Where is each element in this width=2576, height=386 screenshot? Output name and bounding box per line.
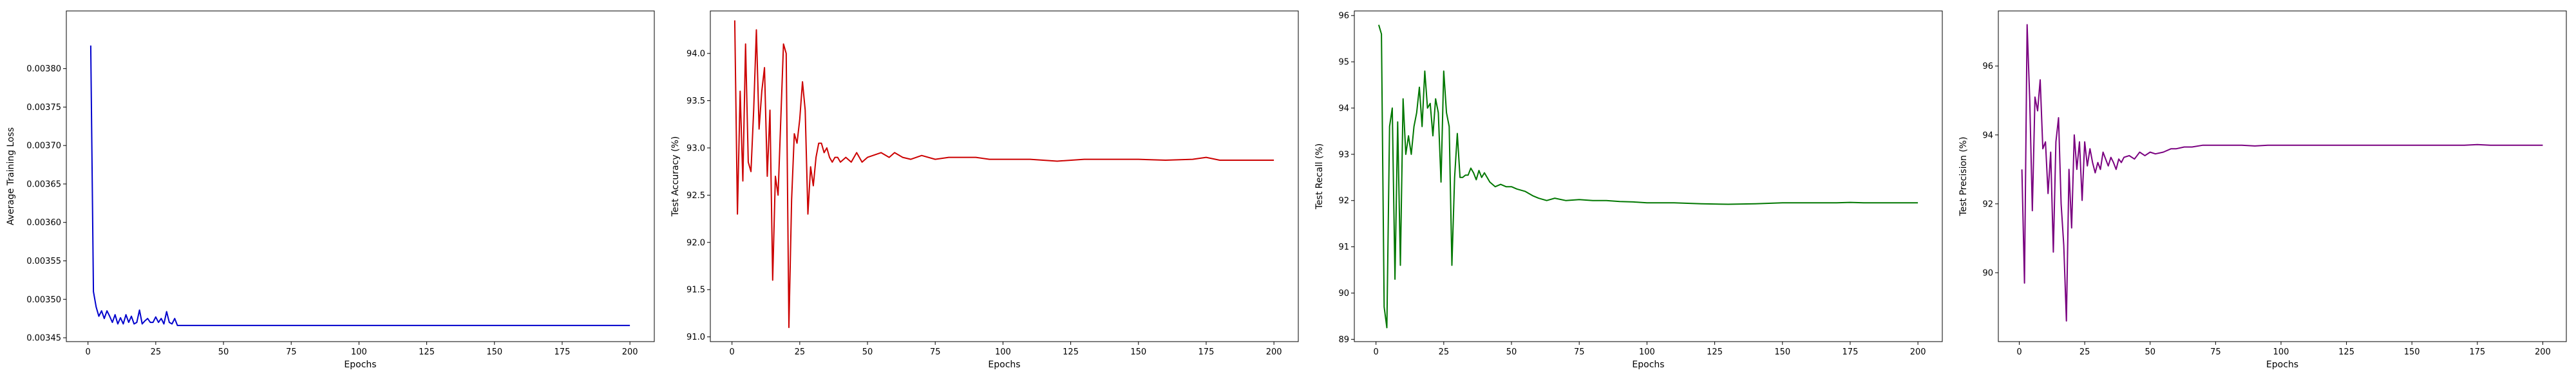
x-tick-label: 125 <box>419 347 435 357</box>
y-tick-label: 96 <box>1982 62 1993 71</box>
y-tick-label: 92 <box>1338 196 1349 206</box>
x-tick-label: 150 <box>486 347 502 357</box>
y-tick-label: 93.0 <box>687 143 705 153</box>
y-tick-label: 91.5 <box>687 286 705 295</box>
x-tick-label: 0 <box>1374 347 1379 357</box>
y-tick-label: 90 <box>1982 268 1993 278</box>
y-tick-label: 0.00345 <box>26 334 61 344</box>
y-tick-label: 94.0 <box>687 50 705 59</box>
y-tick-label: 92.0 <box>687 238 705 248</box>
x-tick-label: 200 <box>622 347 638 357</box>
y-tick-label: 0.00355 <box>26 257 61 266</box>
y-tick-label: 0.00370 <box>26 142 61 151</box>
y-tick-label: 89 <box>1338 335 1349 345</box>
x-tick-label: 50 <box>2145 347 2155 357</box>
x-tick-label: 175 <box>1198 347 1215 357</box>
series-line-1 <box>734 20 1274 328</box>
plot-frame <box>66 10 655 342</box>
x-tick-label: 175 <box>554 347 571 357</box>
y-tick-label: 94 <box>1982 131 1993 140</box>
x-tick-label: 25 <box>2079 347 2090 357</box>
x-tick-label: 150 <box>1130 347 1146 357</box>
x-tick-label: 25 <box>1439 347 1450 357</box>
plot-frame <box>1354 10 1943 342</box>
y-axis-label: Test Recall (%) <box>1314 143 1325 210</box>
chart-panel-4: 0 25 50 75 100 125 150 175 200 90 92 94 96 Epochs Test… <box>1958 10 2567 370</box>
x-tick-label: 25 <box>795 347 806 357</box>
x-tick-label: 125 <box>1063 347 1079 357</box>
chart-panel-1: 0 25 50 75 100 125 150 175 200 0.00345 0.00350 0.00… <box>6 10 655 370</box>
y-tick-label: 92 <box>1982 199 1993 209</box>
y-tick-label: 0.00380 <box>26 64 61 74</box>
series-line-1 <box>2021 24 2543 322</box>
plot-frame <box>1998 10 2567 342</box>
x-axis-label: Epochs <box>344 360 376 370</box>
y-tick-label: 0.00375 <box>26 103 61 113</box>
y-tick-label: 93.5 <box>687 96 705 106</box>
series-line-1 <box>90 45 630 326</box>
x-axis-label: Epochs <box>1632 360 1664 370</box>
x-tick-label: 0 <box>2016 347 2022 357</box>
x-tick-label: 100 <box>351 347 367 357</box>
x-tick-label: 175 <box>2469 347 2485 357</box>
x-tick-label: 75 <box>2210 347 2221 357</box>
x-tick-label: 125 <box>1707 347 1723 357</box>
y-tick-label: 0.00365 <box>26 179 61 189</box>
x-tick-label: 75 <box>286 347 297 357</box>
y-tick-label: 90 <box>1338 289 1349 299</box>
x-tick-label: 100 <box>1639 347 1655 357</box>
x-tick-label: 200 <box>2535 347 2551 357</box>
x-axis-label: Epochs <box>988 360 1020 370</box>
chart-panel-3: 0 25 50 75 100 125 150 175 200 89 90 91 92 93 94 95 96 Ep… <box>1314 10 1943 370</box>
y-tick-label: 0.00360 <box>26 218 61 228</box>
y-tick-label: 95 <box>1338 58 1349 68</box>
x-tick-label: 50 <box>1506 347 1517 357</box>
x-tick-label: 200 <box>1266 347 1282 357</box>
y-tick-label: 91.0 <box>687 333 705 342</box>
y-axis-label: Test Accuracy (%) <box>670 136 681 217</box>
x-tick-label: 75 <box>930 347 941 357</box>
y-tick-label: 96 <box>1338 12 1349 21</box>
x-tick-label: 75 <box>1574 347 1585 357</box>
x-tick-label: 175 <box>1842 347 1859 357</box>
y-axis-label: Average Training Loss <box>6 127 16 225</box>
y-axis-label: Test Precision (%) <box>1958 136 1969 216</box>
x-tick-label: 0 <box>86 347 91 357</box>
y-tick-label: 93 <box>1338 150 1349 160</box>
y-tick-label: 0.00350 <box>26 295 61 305</box>
x-tick-label: 50 <box>218 347 229 357</box>
x-tick-label: 200 <box>1910 347 1926 357</box>
x-tick-label: 125 <box>2338 347 2354 357</box>
plot-frame <box>710 10 1299 342</box>
y-tick-label: 91 <box>1338 243 1349 252</box>
x-tick-label: 150 <box>2404 347 2420 357</box>
chart-panel-2: 0 25 50 75 100 125 150 175 200 91.0 91.5 92.0 92.5 93… <box>670 10 1299 370</box>
y-tick-label: 94 <box>1338 104 1349 113</box>
series-line-1 <box>1378 24 1918 329</box>
x-tick-label: 0 <box>730 347 735 357</box>
x-tick-label: 25 <box>151 347 162 357</box>
x-tick-label: 100 <box>995 347 1011 357</box>
x-tick-label: 50 <box>862 347 873 357</box>
x-axis-label: Epochs <box>2266 360 2298 370</box>
x-tick-label: 150 <box>1774 347 1790 357</box>
y-tick-label: 92.5 <box>687 191 705 201</box>
x-tick-label: 100 <box>2273 347 2289 357</box>
